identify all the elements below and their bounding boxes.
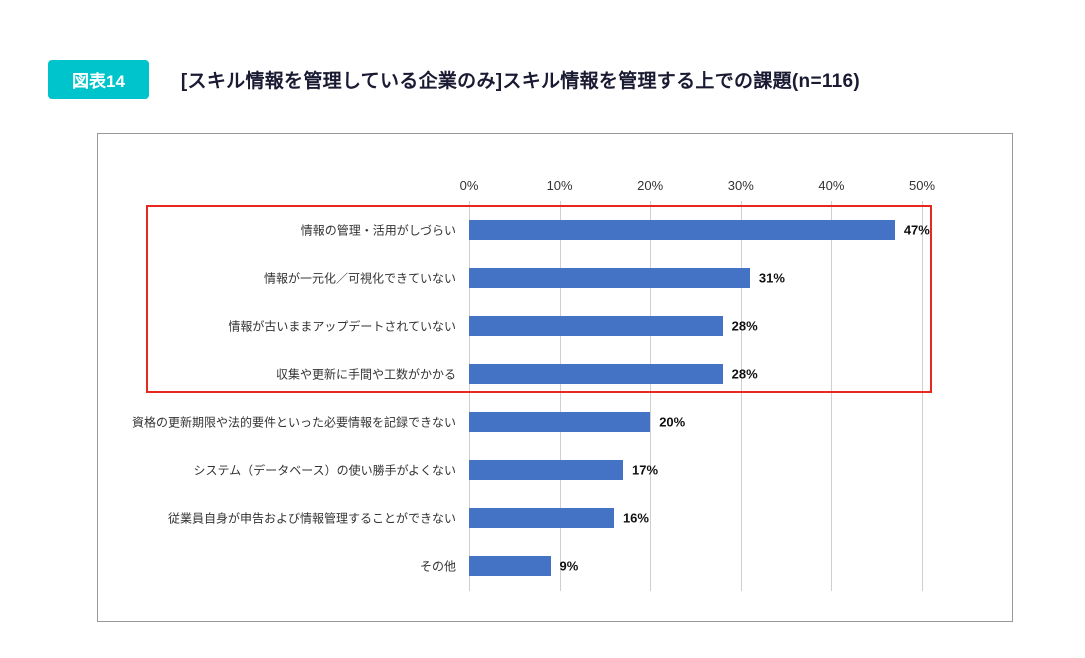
value-label: 28% [731, 366, 758, 382]
x-tick-label: 10% [546, 178, 573, 193]
gridline [559, 201, 561, 591]
bar [469, 556, 551, 576]
bar-row: 従業員自身が申告および情報管理することができない 16% [98, 494, 1012, 542]
bar-row: 情報の管理・活用がしづらい 47% [98, 206, 1012, 254]
category-label: システム（データベース）の使い勝手がよくない [193, 463, 456, 478]
gridline [740, 201, 742, 591]
chart-container: 0% 10% 20% 30% 40% 50% 情報の管理・活用がしづらい 47% 情報が一元化… [97, 133, 1013, 622]
bar [469, 508, 614, 528]
bar-row: 情報が古いままアップデートされていない 28% [98, 302, 1012, 350]
x-tick-label: 50% [908, 178, 936, 193]
value-label: 47% [903, 222, 930, 238]
figure-number-badge: 図表14 [48, 60, 149, 99]
gridline [831, 201, 833, 591]
x-tick-label: 30% [727, 178, 754, 193]
x-tick-label: 0% [459, 178, 479, 193]
bar [469, 220, 895, 240]
gridline [650, 201, 652, 591]
bar [469, 412, 651, 432]
gridline [922, 201, 923, 591]
category-label: 情報の管理・活用がしづらい [300, 223, 456, 238]
value-label: 16% [622, 510, 649, 526]
value-label: 17% [632, 462, 659, 478]
bar [469, 268, 750, 288]
x-tick-label: 40% [818, 178, 845, 193]
figure-header: 図表14 [スキル情報を管理している企業のみ]スキル情報を管理する上での課題(n… [48, 60, 860, 99]
bar-row: 収集や更新に手間や工数がかかる 28% [98, 350, 1012, 398]
bar [469, 364, 723, 384]
category-label: 情報が一元化／可視化できていない [263, 271, 456, 286]
category-label: 収集や更新に手間や工数がかかる [275, 367, 456, 382]
category-label: その他 [419, 559, 456, 574]
gridline [469, 201, 470, 591]
value-label: 28% [731, 318, 758, 334]
category-label: 従業員自身が申告および情報管理することができない [167, 511, 456, 526]
value-label: 20% [659, 414, 686, 430]
category-label: 資格の更新期限や法的要件といった必要情報を記録できない [131, 415, 456, 430]
x-tick-label: 20% [637, 178, 664, 193]
bar-row: システム（データベース）の使い勝手がよくない 17% [98, 446, 1012, 494]
bar [469, 460, 624, 480]
bar-row: その他 9% [98, 542, 1012, 590]
value-label: 31% [758, 270, 785, 286]
category-label: 情報が古いままアップデートされていない [228, 319, 456, 334]
bar-row: 情報が一元化／可視化できていない 31% [98, 254, 1012, 302]
bar [469, 316, 723, 336]
figure-title: [スキル情報を管理している企業のみ]スキル情報を管理する上での課題(n=116) [180, 71, 861, 92]
bar-row: 資格の更新期限や法的要件といった必要情報を記録できない 20% [98, 398, 1012, 446]
value-label: 9% [559, 558, 579, 574]
